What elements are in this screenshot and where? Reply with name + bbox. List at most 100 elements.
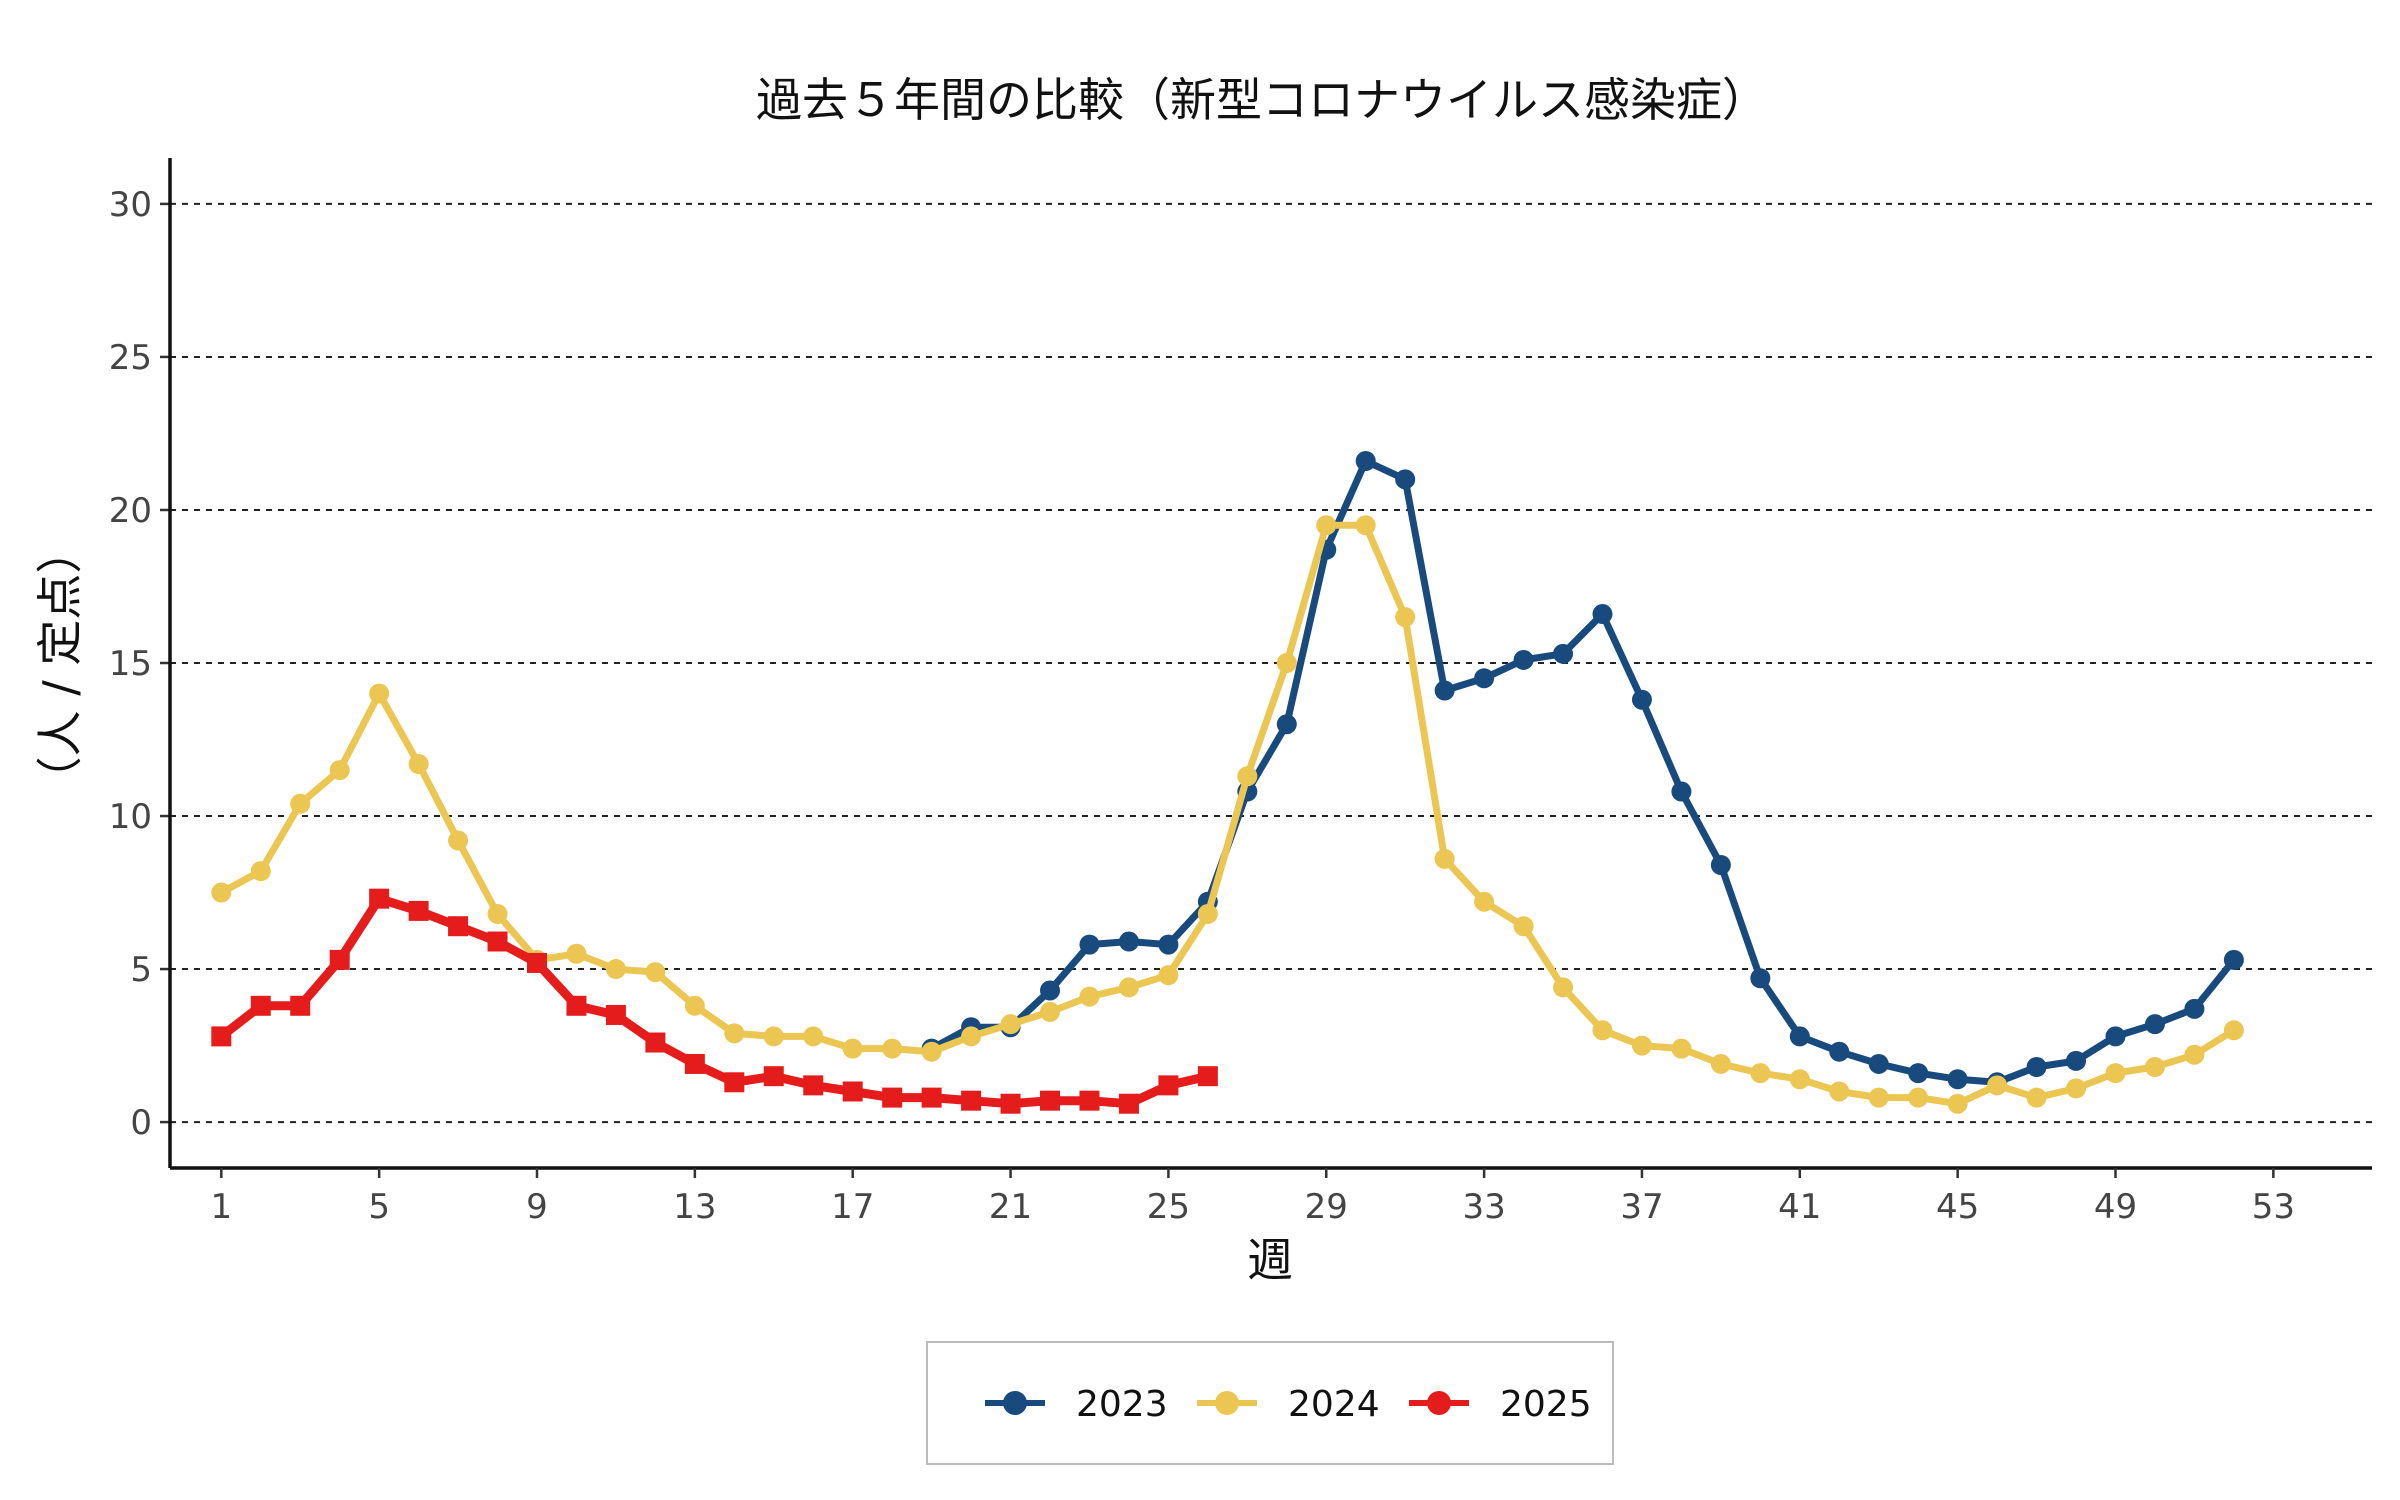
data-point xyxy=(1040,980,1061,1001)
x-tick-label: 5 xyxy=(368,1187,390,1227)
data-point xyxy=(329,949,350,970)
data-point xyxy=(842,1081,863,1102)
data-point xyxy=(2105,1026,2126,1047)
legend: 2023 2024 2025 xyxy=(926,1341,1614,1465)
x-tick-label: 29 xyxy=(1305,1187,1348,1227)
data-point xyxy=(2026,1087,2047,1108)
data-point xyxy=(842,1038,863,1059)
data-point xyxy=(724,1072,745,1093)
legend-label: 2023 xyxy=(1076,1384,1168,1425)
data-point xyxy=(2184,998,2205,1019)
data-point xyxy=(1710,855,1731,875)
data-point xyxy=(1395,607,1416,628)
series-layer xyxy=(211,451,2244,1114)
y-axis-title: （人 / 定点） xyxy=(33,528,87,803)
data-point xyxy=(1158,1075,1179,1096)
x-tick-label: 53 xyxy=(2252,1187,2295,1227)
x-tick-label: 1 xyxy=(210,1187,232,1227)
data-point xyxy=(1118,977,1139,998)
data-point xyxy=(211,1026,232,1047)
y-tick-label: 25 xyxy=(109,338,152,378)
x-tick-label: 49 xyxy=(2094,1187,2137,1227)
data-point xyxy=(724,1023,745,1044)
data-point xyxy=(487,931,508,952)
data-point xyxy=(1868,1087,1889,1108)
data-point xyxy=(448,916,469,937)
x-tick-label: 9 xyxy=(526,1187,548,1227)
data-point xyxy=(1158,965,1179,986)
data-point xyxy=(2223,1020,2244,1041)
data-point xyxy=(1118,1093,1139,1114)
data-point xyxy=(605,959,626,980)
legend-items: 2023 2024 2025 xyxy=(985,1384,1592,1425)
data-point xyxy=(1671,1038,1692,1059)
data-point xyxy=(1197,1066,1218,1087)
data-point xyxy=(684,995,705,1016)
data-point xyxy=(645,1032,666,1053)
data-point xyxy=(1513,649,1534,670)
data-point xyxy=(1631,1035,1652,1056)
data-point xyxy=(1040,1001,1061,1022)
data-point xyxy=(1118,931,1139,952)
data-point xyxy=(605,1004,626,1025)
data-point xyxy=(763,1066,784,1087)
data-point xyxy=(1710,1053,1731,1074)
data-point xyxy=(921,1041,942,1062)
x-tick-label: 17 xyxy=(831,1187,874,1227)
y-tick-label: 15 xyxy=(109,644,152,684)
data-point xyxy=(1868,1053,1889,1074)
data-point xyxy=(1079,986,1100,1007)
data-point xyxy=(1434,848,1455,869)
data-point xyxy=(2066,1050,2087,1071)
data-point xyxy=(448,830,469,851)
data-point xyxy=(2026,1057,2047,1077)
data-point xyxy=(763,1026,784,1047)
data-point xyxy=(1474,668,1495,689)
data-point xyxy=(250,861,271,882)
data-point xyxy=(1355,451,1376,471)
data-point xyxy=(566,943,587,964)
data-point xyxy=(882,1087,903,1108)
data-point xyxy=(2105,1063,2126,1084)
data-point xyxy=(1908,1087,1929,1108)
data-point xyxy=(1947,1093,1968,1114)
data-point xyxy=(329,760,350,781)
legend-marker xyxy=(1427,1391,1451,1415)
data-point xyxy=(487,903,508,924)
data-point xyxy=(1789,1069,1810,1090)
legend-label: 2025 xyxy=(1500,1384,1592,1425)
data-point xyxy=(961,1026,982,1047)
data-point xyxy=(1750,1063,1771,1084)
legend-item-2025: 2025 xyxy=(1409,1384,1592,1425)
data-point xyxy=(1197,903,1218,924)
x-tick-label: 41 xyxy=(1778,1187,1821,1227)
x-tick-label: 13 xyxy=(673,1187,716,1227)
data-point xyxy=(1947,1069,1968,1090)
data-point xyxy=(645,962,666,983)
data-point xyxy=(1592,604,1613,625)
legend-marker xyxy=(1003,1391,1027,1415)
data-point xyxy=(1987,1075,2008,1096)
x-tick-label: 25 xyxy=(1147,1187,1190,1227)
data-point xyxy=(1553,643,1574,664)
data-point xyxy=(1237,766,1258,787)
y-tick-label: 10 xyxy=(109,797,152,837)
data-point xyxy=(566,995,587,1016)
data-point xyxy=(1908,1063,1929,1084)
data-point xyxy=(1553,977,1574,998)
y-tick-label: 20 xyxy=(109,491,152,531)
legend-label: 2024 xyxy=(1288,1384,1380,1425)
data-point xyxy=(2223,949,2244,970)
y-tick-label: 30 xyxy=(109,185,152,225)
data-point xyxy=(1631,689,1652,710)
data-point xyxy=(369,888,390,909)
data-point xyxy=(408,900,429,921)
data-point xyxy=(2184,1044,2205,1065)
series-2023 xyxy=(921,451,2244,1093)
data-point xyxy=(290,995,311,1016)
x-tick-label: 33 xyxy=(1462,1187,1505,1227)
data-point xyxy=(1671,781,1692,802)
series-line-2024 xyxy=(217,521,2238,1108)
